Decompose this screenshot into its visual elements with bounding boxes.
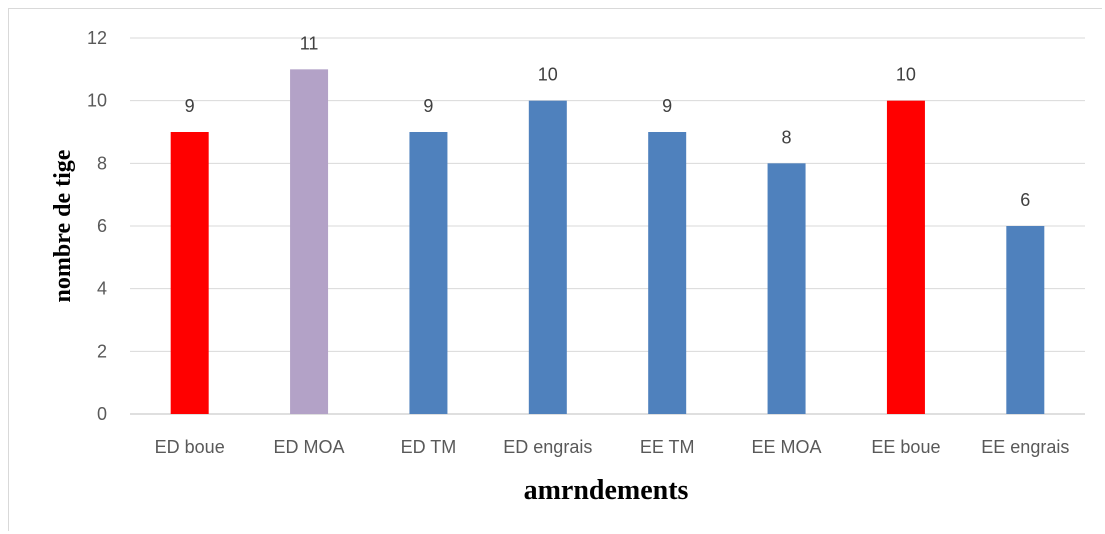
data-label: 9 — [185, 96, 195, 116]
bar — [528, 100, 567, 415]
data-label: 8 — [782, 127, 792, 147]
bar — [648, 132, 687, 414]
data-label: 6 — [1020, 190, 1030, 210]
gridlines — [130, 37, 1085, 415]
y-tick-label: 10 — [87, 91, 107, 111]
y-axis-title: nombre de tige — [50, 149, 76, 302]
bar — [290, 69, 329, 414]
chart-frame — [8, 8, 1102, 531]
x-tick-label: EE TM — [640, 437, 695, 457]
y-tick-label: 2 — [97, 341, 107, 361]
y-tick-label: 0 — [97, 404, 107, 424]
data-label: 10 — [896, 65, 916, 85]
bar — [409, 132, 448, 414]
data-label: 11 — [300, 33, 319, 53]
bar — [1006, 226, 1045, 414]
x-tick-label: ED engrais — [503, 437, 592, 457]
data-label: 9 — [423, 96, 433, 116]
x-tick-label: ED boue — [155, 437, 225, 457]
bars — [170, 69, 1045, 415]
y-axis-ticks: 0 2 4 6 8 10 12 — [87, 28, 107, 424]
y-tick-label: 6 — [97, 216, 107, 236]
x-axis-title: amrndements — [524, 475, 689, 506]
y-tick-label: 4 — [97, 279, 107, 299]
data-label: 9 — [662, 96, 672, 116]
x-tick-label: EE boue — [871, 437, 940, 457]
x-tick-label: ED MOA — [274, 437, 345, 457]
y-tick-label: 8 — [97, 153, 107, 173]
x-tick-label: EE MOA — [752, 437, 822, 457]
x-tick-label: ED TM — [401, 437, 457, 457]
data-label: 10 — [538, 65, 558, 85]
bar — [886, 100, 925, 415]
y-tick-label: 12 — [87, 28, 107, 48]
x-axis-ticks: ED boue ED MOA ED TM ED engrais EE TM EE MOA E… — [155, 437, 1070, 457]
bar — [170, 132, 209, 414]
x-tick-label: EE engrais — [981, 437, 1069, 457]
data-labels: 9 11 9 10 9 8 10 6 — [185, 33, 1031, 210]
bar — [767, 163, 806, 414]
